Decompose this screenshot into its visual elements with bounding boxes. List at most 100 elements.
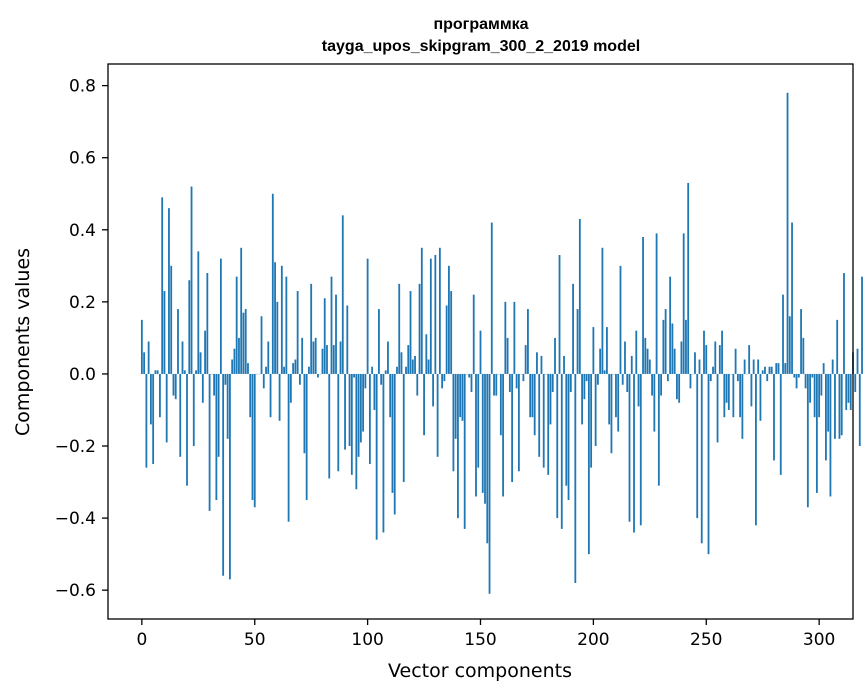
bar xyxy=(727,373,730,410)
bar xyxy=(639,373,642,526)
bar xyxy=(145,373,148,468)
bar xyxy=(222,373,225,576)
bar xyxy=(481,373,484,493)
bar xyxy=(624,341,626,374)
bar xyxy=(576,309,579,374)
bar xyxy=(364,373,367,389)
bar xyxy=(177,309,179,374)
bar xyxy=(301,337,304,374)
bar xyxy=(806,373,809,508)
bar xyxy=(696,373,699,519)
bar xyxy=(666,373,669,382)
bar xyxy=(825,373,827,461)
bar xyxy=(827,373,830,432)
bar xyxy=(378,309,380,374)
bar xyxy=(278,373,281,421)
bar xyxy=(619,265,622,374)
bar xyxy=(549,373,552,425)
bar xyxy=(723,373,726,418)
bar xyxy=(594,373,597,447)
bar xyxy=(739,373,742,418)
bar xyxy=(183,370,186,374)
bar xyxy=(384,370,387,374)
bar xyxy=(253,373,256,508)
bar xyxy=(382,373,385,533)
bar xyxy=(662,319,665,374)
bar xyxy=(569,373,572,392)
bar xyxy=(156,370,159,374)
bar xyxy=(447,265,450,374)
bar xyxy=(303,373,306,454)
y-tick-label: 0.8 xyxy=(69,77,96,97)
bar xyxy=(725,373,728,403)
bar xyxy=(179,373,182,457)
bar xyxy=(152,373,155,465)
bar xyxy=(630,355,633,374)
bar xyxy=(504,301,507,374)
bar xyxy=(217,373,220,457)
bar xyxy=(147,341,150,374)
y-axis-label: Components values xyxy=(12,248,34,436)
x-tick-label: 300 xyxy=(803,630,835,650)
bar xyxy=(847,373,850,403)
bar xyxy=(567,373,570,501)
bar xyxy=(838,373,841,439)
bar xyxy=(332,345,335,374)
bar xyxy=(542,373,545,468)
bar xyxy=(387,341,389,374)
bar xyxy=(443,373,446,382)
bar xyxy=(472,294,475,374)
bar xyxy=(475,373,477,497)
bar xyxy=(574,373,577,583)
bar xyxy=(773,373,775,461)
bar xyxy=(298,373,301,385)
x-tick-label: 150 xyxy=(464,630,496,650)
bar xyxy=(371,366,374,374)
bar xyxy=(777,363,780,374)
x-axis-ticks: 0 50 100 150 200 250 300 xyxy=(136,619,835,650)
bar xyxy=(457,373,459,519)
x-axis-label: Vector components xyxy=(388,660,572,682)
bar xyxy=(536,352,538,374)
bar xyxy=(149,373,152,425)
bar xyxy=(251,373,254,501)
bar xyxy=(289,373,292,403)
bar xyxy=(642,236,644,374)
bar xyxy=(768,366,771,374)
bar xyxy=(513,301,516,374)
x-tick-label: 100 xyxy=(351,630,383,650)
x-tick-label: 250 xyxy=(690,630,722,650)
bar xyxy=(468,373,471,378)
bar xyxy=(310,283,313,374)
bar xyxy=(538,373,541,457)
bar xyxy=(436,373,439,457)
bar xyxy=(578,218,581,374)
bar xyxy=(355,373,358,490)
bar xyxy=(247,363,249,374)
bar xyxy=(337,373,340,472)
y-tick-label: −0.4 xyxy=(55,509,96,529)
bar xyxy=(836,319,839,374)
bar xyxy=(463,373,466,529)
bar xyxy=(687,182,690,374)
bar xyxy=(669,276,672,374)
bar xyxy=(664,309,667,374)
bar xyxy=(682,233,685,374)
bar xyxy=(441,373,444,389)
bar xyxy=(506,337,509,374)
bar xyxy=(195,370,197,374)
bar xyxy=(592,327,595,374)
bar xyxy=(714,341,717,374)
bar xyxy=(159,373,161,418)
bar xyxy=(163,291,166,374)
bar xyxy=(348,373,351,447)
bar xyxy=(362,373,365,432)
bar xyxy=(357,373,360,457)
bar xyxy=(565,373,568,486)
bar xyxy=(398,283,401,374)
bar xyxy=(540,355,543,374)
bar xyxy=(556,373,559,519)
bar xyxy=(628,373,631,522)
bar xyxy=(197,251,200,374)
bar xyxy=(490,222,493,374)
